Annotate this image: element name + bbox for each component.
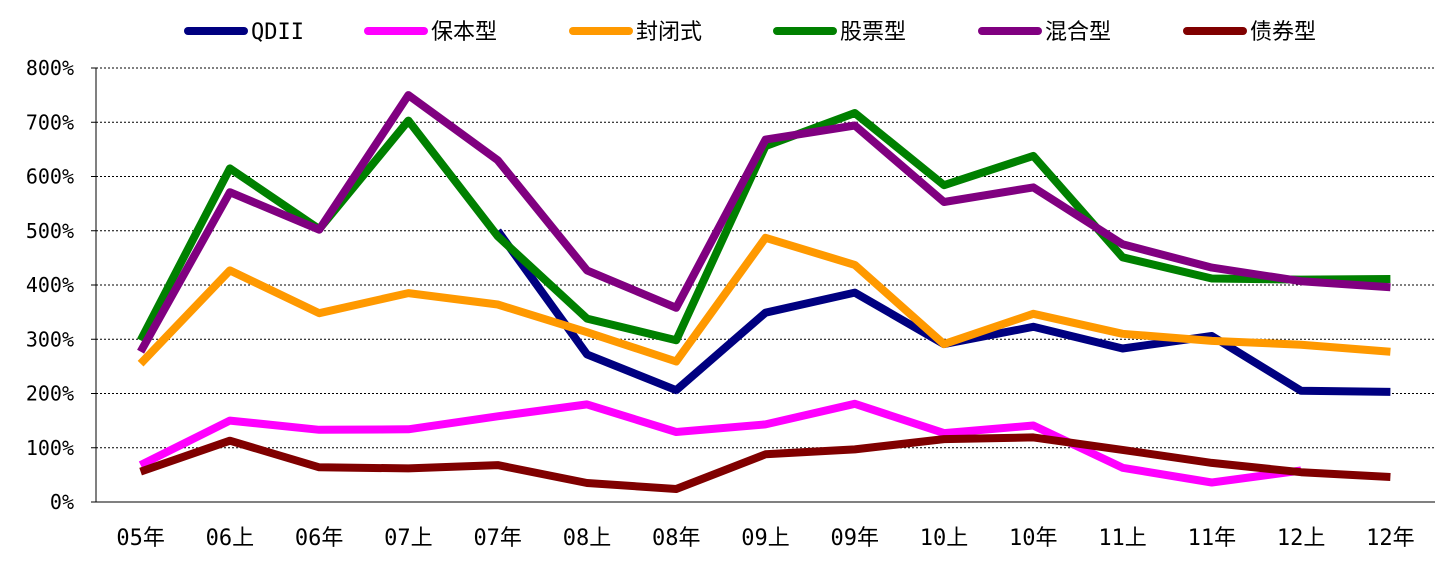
legend-label: 保本型 [431, 20, 497, 45]
legend-item: QDII [184, 20, 304, 45]
y-tick-label: 300% [26, 327, 74, 351]
y-tick-label: 600% [26, 165, 74, 189]
y-tick-label: 500% [26, 219, 74, 243]
series-line-series-5 [139, 433, 1391, 493]
y-tick-label: 0% [50, 490, 74, 514]
x-tick-label: 06上 [206, 526, 255, 551]
series-line-series-1 [138, 399, 1302, 487]
legend-label: QDII [251, 20, 304, 45]
legend-label: 混合型 [1045, 20, 1111, 45]
x-tick-label: 12上 [1277, 526, 1326, 551]
axes [91, 67, 1435, 503]
legend-item: 封闭式 [569, 20, 702, 45]
x-tick-label: 10年 [1009, 526, 1058, 551]
x-tick-label: 09年 [831, 526, 880, 551]
x-tick-label: 07上 [384, 526, 433, 551]
legend: QDII 保本型 封闭式 股票型 混合型 债券型 [184, 20, 1316, 45]
x-tick-label: 08年 [652, 526, 701, 551]
legend-item: 股票型 [773, 20, 906, 45]
x-tick-label: 08上 [563, 526, 612, 551]
y-tick-label: 700% [26, 110, 74, 134]
legend-label: 股票型 [840, 20, 906, 45]
y-tick-label: 100% [26, 436, 74, 460]
x-tick-label: 11上 [1098, 526, 1147, 551]
grid-lines [96, 67, 1435, 449]
x-tick-label: 09上 [741, 526, 790, 551]
x-tick-label: 05年 [116, 526, 165, 551]
series-line-series-2 [137, 233, 1391, 367]
x-tick-label: 11年 [1188, 526, 1237, 551]
series-line-series-4 [137, 91, 1391, 354]
x-tick-label: 12年 [1366, 526, 1415, 551]
legend-item: 混合型 [978, 20, 1111, 45]
y-tick-label: 800% [26, 56, 74, 80]
legend-item: 债券型 [1183, 20, 1316, 45]
y-tick-label: 400% [26, 273, 74, 297]
y-tick-label: 200% [26, 382, 74, 406]
x-tick-label: 10上 [920, 526, 969, 551]
legend-label: 封闭式 [636, 20, 702, 45]
legend-item: 保本型 [364, 20, 497, 45]
y-axis-ticks: 0% 100% 200% 300% 400% 500% 600% 700% 800% [26, 56, 74, 514]
x-axis-ticks: 05年 06上 06年 07上 07年 08上 08年 09上 09年 10上 10年 11上 11年 1… [116, 526, 1414, 551]
x-tick-label: 06年 [295, 526, 344, 551]
series-line-qdii [494, 228, 1391, 396]
x-tick-label: 07年 [473, 526, 522, 551]
series-lines [137, 91, 1391, 493]
legend-label: 债券型 [1250, 20, 1316, 45]
